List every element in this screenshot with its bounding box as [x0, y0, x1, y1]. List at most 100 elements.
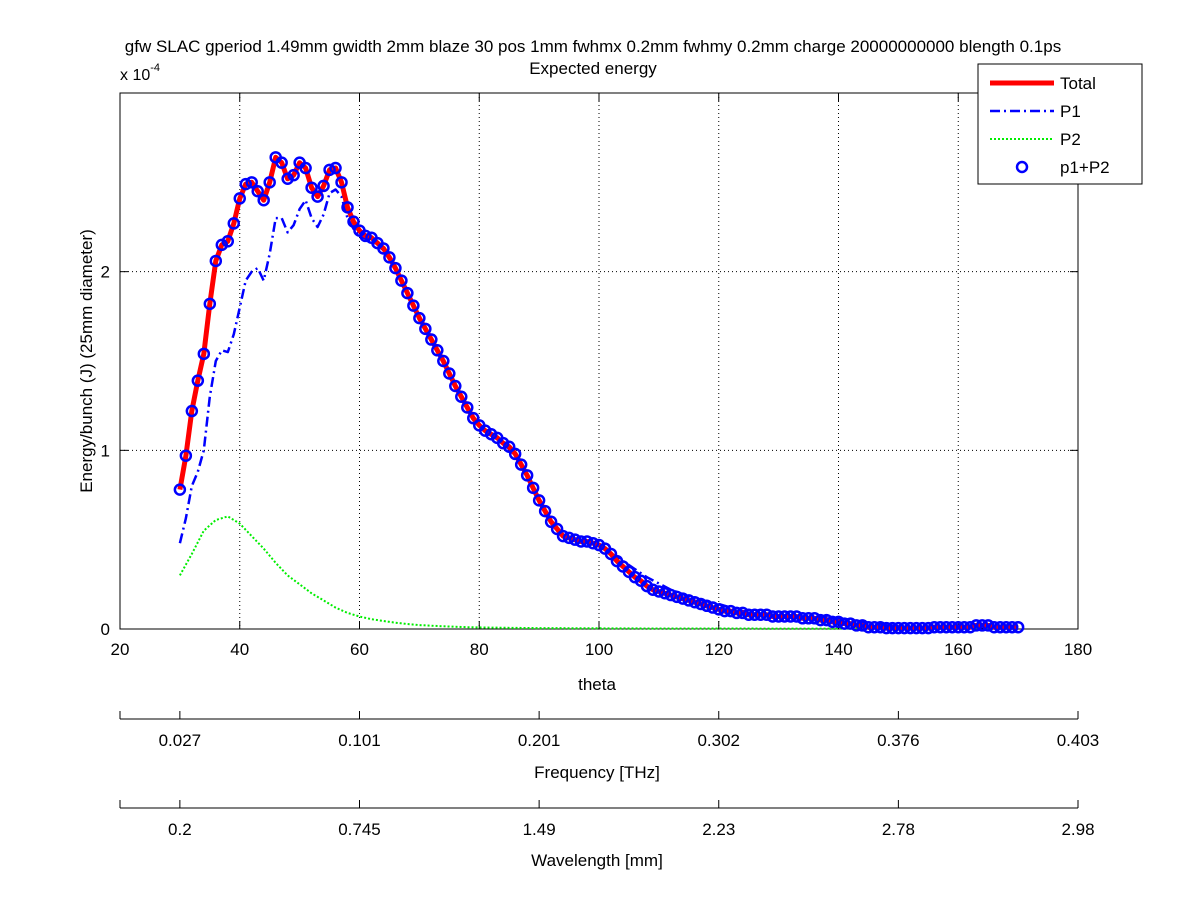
- data-point-p1-p2: [508, 447, 522, 461]
- data-point-p1-p2: [664, 588, 678, 602]
- legend-label-p2: P2: [1060, 130, 1081, 149]
- data-point-p1-p2: [568, 533, 582, 546]
- series-line-p2: [179, 515, 1019, 630]
- data-point-p1-p2: [377, 242, 390, 255]
- data-point-p1-p2: [1005, 620, 1019, 634]
- data-point-p1-p2: [526, 481, 540, 495]
- data-point-p1-p2: [730, 606, 743, 620]
- data-point-p1-p2: [233, 192, 246, 205]
- frequency-axis-label: Frequency [THz]: [534, 763, 660, 782]
- secondary-tick-label: 0.2: [168, 820, 192, 839]
- data-point-p1-p2: [928, 620, 941, 634]
- secondary-tick-label: 0.302: [697, 731, 740, 750]
- secondary-tick-label: 0.403: [1057, 731, 1100, 750]
- data-point-p1-p2: [580, 535, 594, 548]
- y-tick-label: 2: [101, 263, 110, 282]
- data-point-p1-p2: [862, 620, 875, 634]
- data-point-p1-p2: [999, 620, 1013, 634]
- legend-marker-p1-p2: [1015, 160, 1029, 174]
- y-axis-ticks: 0 1 2: [101, 263, 1078, 639]
- data-point-p1-p2: [688, 595, 702, 609]
- data-point-p1-p2: [700, 599, 714, 613]
- data-point-p1-p2: [383, 251, 396, 264]
- x-tick-label: 20: [111, 640, 130, 659]
- data-point-p1-p2: [323, 163, 336, 177]
- data-point-p1-p2: [1011, 620, 1025, 634]
- data-point-p1-p2: [844, 617, 857, 630]
- secondary-tick-label: 0.201: [518, 731, 561, 750]
- data-point-p1-p2: [514, 458, 528, 471]
- data-point-p1-p2: [251, 185, 264, 198]
- x-tick-label: 80: [470, 640, 489, 659]
- chart-title: Expected energy: [529, 59, 657, 78]
- data-point-p1-p2: [197, 347, 211, 361]
- data-point-p1-p2: [718, 604, 731, 618]
- data-point-p1-p2: [682, 594, 696, 607]
- data-point-p1-p2: [311, 190, 324, 203]
- data-point-p1-p2: [173, 483, 187, 496]
- data-point-p1-p2: [287, 168, 300, 182]
- data-point-p1-p2: [712, 603, 725, 616]
- data-point-p1-p2: [550, 522, 564, 536]
- data-point-p1-p2: [790, 610, 803, 623]
- x-tick-label: 140: [824, 640, 852, 659]
- data-point-p1-p2: [203, 297, 217, 311]
- data-point-p1-p2: [826, 615, 839, 629]
- data-point-p1-p2: [940, 620, 953, 634]
- y-axis-label: Energy/bunch (J) (25mm diameter): [77, 229, 96, 493]
- secondary-tick-label: 0.745: [338, 820, 381, 839]
- data-point-p1-p2: [341, 201, 354, 214]
- wavelength-axis-label: Wavelength [mm]: [531, 851, 663, 870]
- data-point-p1-p2: [838, 617, 851, 630]
- data-point-p1-p2: [880, 621, 893, 635]
- data-point-p1-p2: [191, 374, 205, 387]
- data-point-p1-p2: [778, 610, 791, 623]
- data-point-p1-p2: [658, 587, 672, 600]
- series-layer: [173, 151, 1025, 635]
- data-point-p1-p2: [359, 229, 372, 243]
- data-point-p1-p2: [892, 621, 905, 635]
- data-point-p1-p2: [736, 606, 749, 620]
- data-point-p1-p2: [419, 322, 432, 336]
- data-point-p1-p2: [916, 621, 929, 635]
- data-point-p1-p2: [604, 547, 618, 561]
- data-point-p1-p2: [431, 344, 444, 357]
- data-point-p1-p2: [922, 621, 935, 635]
- secondary-tick-label: 2.98: [1061, 820, 1094, 839]
- data-point-p1-p2: [538, 504, 552, 518]
- data-point-p1-p2: [299, 161, 312, 175]
- data-point-p1-p2: [257, 193, 270, 207]
- data-point-p1-p2: [802, 612, 815, 625]
- data-point-p1-p2: [544, 515, 558, 529]
- data-point-p1-p2: [646, 583, 660, 596]
- data-point-p1-p2: [227, 217, 241, 230]
- data-point-p1-p2: [305, 181, 318, 194]
- data-point-p1-p2: [987, 620, 1001, 634]
- y-tick-label: 0: [101, 620, 110, 639]
- data-point-p1-p2: [934, 620, 947, 634]
- data-point-p1-p2: [946, 620, 959, 634]
- data-point-p1-p2: [975, 619, 989, 632]
- data-point-p1-p2: [766, 610, 779, 623]
- data-point-p1-p2: [395, 274, 408, 287]
- data-point-p1-p2: [772, 610, 785, 623]
- data-point-p1-p2: [209, 254, 223, 268]
- data-point-p1-p2: [317, 179, 330, 193]
- frequency-axis: 0.027 0.101 0.201 0.302 0.376 0.403: [119, 711, 1100, 750]
- data-point-p1-p2: [904, 621, 917, 635]
- data-point-p1-p2: [694, 597, 708, 611]
- data-point-p1-p2: [993, 620, 1007, 634]
- secondary-tick-label: 0.101: [338, 731, 381, 750]
- data-point-p1-p2: [868, 620, 881, 634]
- x-axis-label: theta: [578, 675, 616, 694]
- data-point-p1-p2: [706, 601, 720, 614]
- secondary-tick-label: 2.78: [882, 820, 915, 839]
- data-point-p1-p2: [556, 529, 570, 543]
- data-point-p1-p2: [443, 367, 456, 380]
- y-tick-label: 1: [101, 441, 110, 460]
- data-point-p1-p2: [808, 612, 821, 625]
- data-point-p1-p2: [425, 333, 438, 346]
- data-point-p1-p2: [856, 619, 869, 632]
